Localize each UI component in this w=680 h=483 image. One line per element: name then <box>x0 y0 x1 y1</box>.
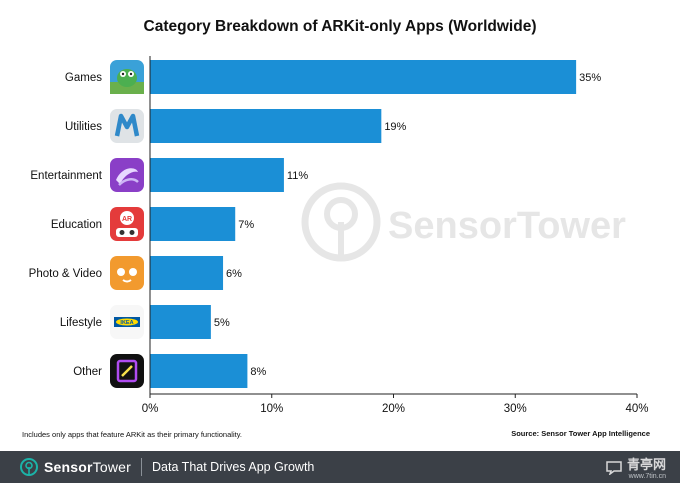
bar <box>150 305 211 339</box>
x-tick-label: 40% <box>625 403 648 415</box>
education-ar-icon: AR <box>110 207 144 241</box>
category-label: Utilities <box>65 121 102 133</box>
sensortower-logo-icon <box>20 458 38 476</box>
footer-bar: SensorTower Data That Drives App Growth <box>0 451 680 483</box>
entertainment-swirl-icon <box>110 158 144 192</box>
bar-value-label: 7% <box>238 219 254 231</box>
category-label: Lifestyle <box>60 317 102 329</box>
svg-text:AR: AR <box>122 216 132 223</box>
other-frame-icon <box>110 354 144 388</box>
bar-value-label: 8% <box>250 366 266 378</box>
lifestyle-ikea-icon: IKEA <box>110 305 144 339</box>
footnote: Includes only apps that feature ARKit as… <box>22 430 242 439</box>
bar-chart: SensorTower Games 35% Utilities 19% Entertai… <box>29 56 649 415</box>
bar-value-label: 11% <box>287 170 308 182</box>
bar <box>150 60 577 94</box>
corner-logo-icon <box>606 461 622 475</box>
bar <box>150 158 284 192</box>
chart-title: Category Breakdown of ARKit-only Apps (W… <box>143 18 537 35</box>
game-dino-icon <box>110 60 144 94</box>
x-tick-label: 30% <box>504 403 527 415</box>
category-label: Education <box>51 219 102 231</box>
bar <box>150 354 248 388</box>
bar-value-label: 6% <box>226 268 242 280</box>
footer-brand: SensorTower <box>44 459 131 475</box>
bar <box>150 207 236 241</box>
footer-brand-light: Tower <box>92 459 132 475</box>
source-note: Source: Sensor Tower App Intelligence <box>511 429 650 438</box>
x-tick-label: 10% <box>260 403 283 415</box>
photo-video-face-icon <box>110 256 144 290</box>
category-label: Other <box>73 366 102 378</box>
category-label: Photo & Video <box>29 268 102 280</box>
x-tick-label: 20% <box>382 403 405 415</box>
bar <box>150 109 382 143</box>
footer-logo[interactable]: SensorTower <box>20 458 131 476</box>
bar-value-label: 5% <box>214 317 230 329</box>
watermark-text: SensorTower <box>388 205 626 247</box>
corner-watermark: 青亭网 www.7tin.cn <box>605 454 666 480</box>
category-label: Games <box>65 72 102 84</box>
footer-divider <box>141 458 143 476</box>
bar-value-label: 35% <box>579 72 601 84</box>
x-tick-label: 0% <box>142 403 159 415</box>
footer-brand-bold: Sensor <box>44 459 93 475</box>
corner-mark-text: 青亭网 <box>626 457 666 472</box>
category-label: Entertainment <box>30 170 102 182</box>
bar <box>150 256 224 290</box>
utility-m-icon <box>110 109 144 143</box>
footer-tagline: Data That Drives App Growth <box>152 460 315 474</box>
corner-mark-url: www.7tin.cn <box>628 473 666 480</box>
svg-text:IKEA: IKEA <box>120 320 133 326</box>
bar-value-label: 19% <box>384 121 406 133</box>
sensortower-watermark: SensorTower <box>301 182 626 262</box>
